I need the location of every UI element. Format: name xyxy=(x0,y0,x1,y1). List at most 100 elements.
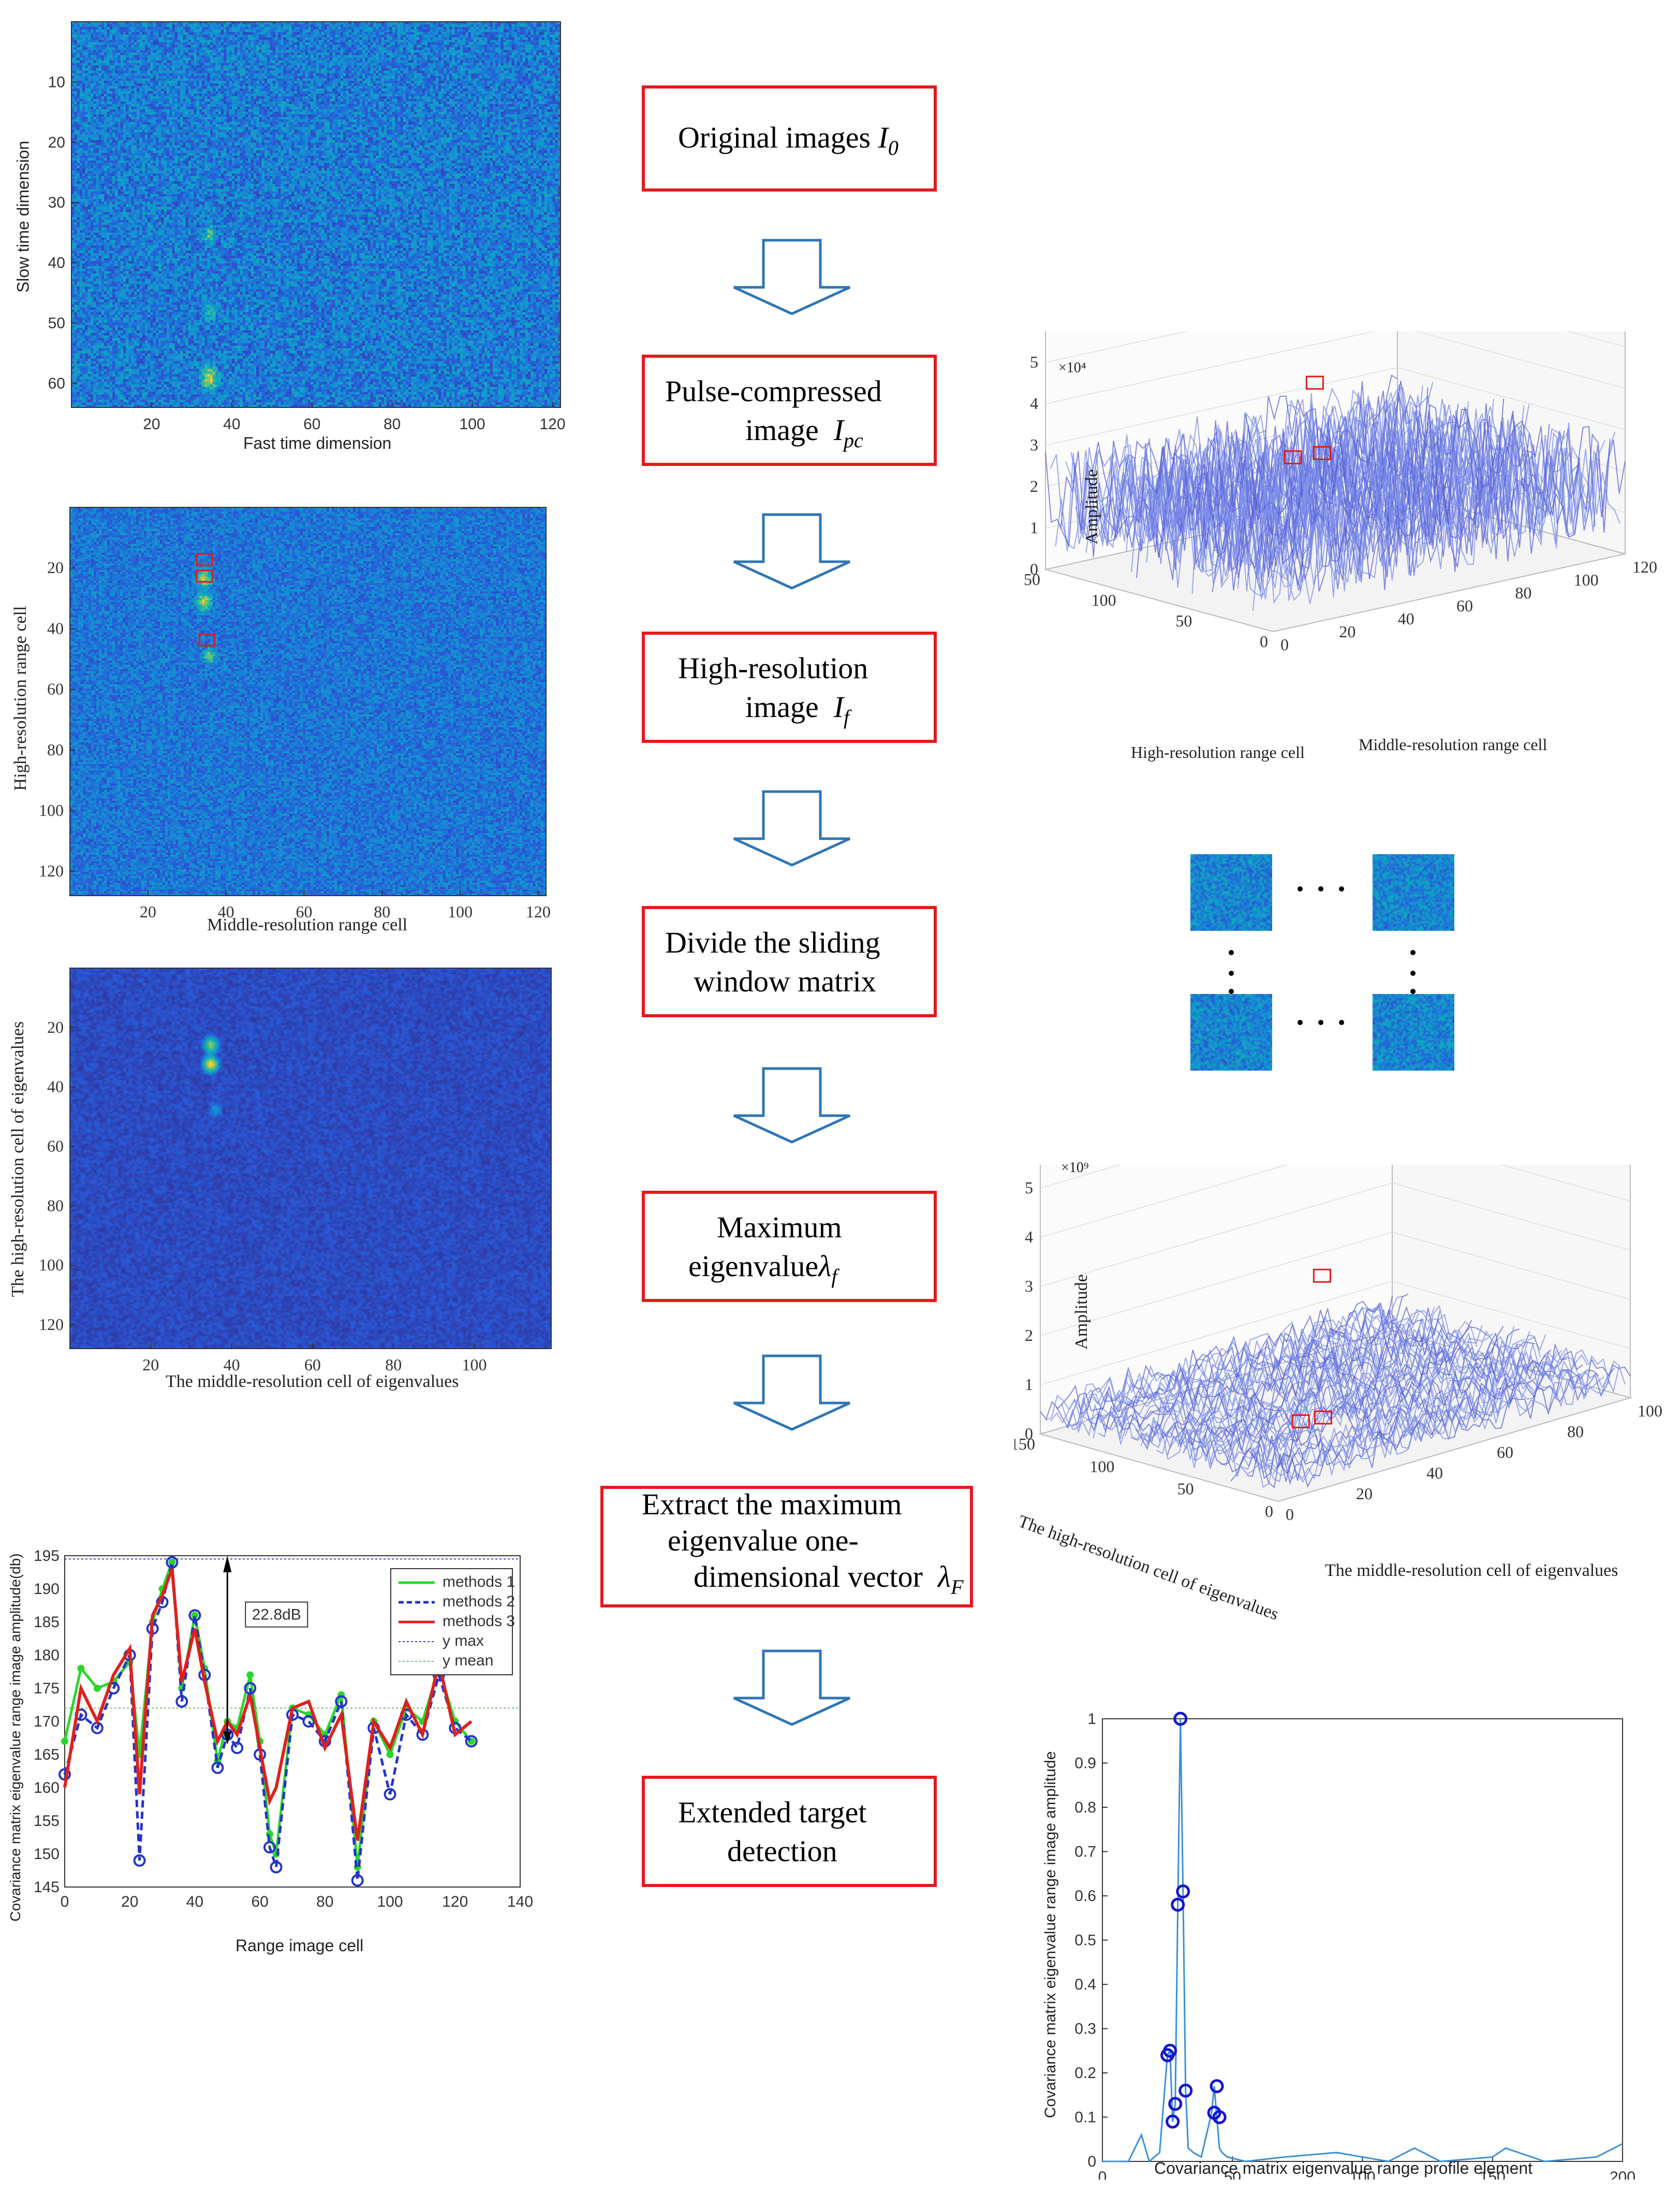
z-tick-label: 1 xyxy=(1025,1375,1033,1394)
x-tick-label: 60 xyxy=(251,1893,268,1910)
heatmap1-ylabel: Slow time dimension xyxy=(13,140,33,293)
surface-line xyxy=(1247,447,1601,601)
y-tick-label: 190 xyxy=(34,1581,60,1598)
peak-marker xyxy=(1305,375,1324,390)
x-tick-label: 40 xyxy=(186,1893,203,1910)
grid-line xyxy=(1040,1165,1631,1238)
data-point xyxy=(77,1664,85,1672)
step-line: eigenvalueλf xyxy=(688,1248,837,1295)
y-tick-label: 0.2 xyxy=(1074,2065,1096,2082)
heatmap1-xlabel: Fast time dimension xyxy=(243,434,392,452)
step-text: Extract the maximum xyxy=(642,1487,902,1521)
arrow-head-icon xyxy=(223,1731,232,1745)
surface-line xyxy=(1241,1354,1594,1475)
grid-line xyxy=(1045,331,1626,404)
arrow-head-icon xyxy=(223,1556,232,1572)
x-tick-label: 0 xyxy=(1098,2169,1107,2180)
subscript: pc xyxy=(844,429,863,452)
down-arrow-icon xyxy=(733,239,851,315)
tick-label: 100 xyxy=(462,1355,487,1374)
legend-label: methods 2 xyxy=(443,1593,515,1610)
left-tick-label: 50 xyxy=(1177,1480,1194,1498)
y-tick-label: 170 xyxy=(34,1713,60,1730)
data-point xyxy=(61,1737,68,1745)
down-arrow-icon xyxy=(733,1067,851,1144)
surface-line xyxy=(1225,1350,1578,1477)
z-tick-label: 0 xyxy=(1025,1424,1033,1443)
surface-plot-pulse-compressed: 01234567150100500020406080100120 xyxy=(1025,331,1657,654)
surface-line xyxy=(1246,1369,1599,1480)
x-tick-label: 50 xyxy=(1224,2169,1241,2180)
peak-marker xyxy=(1284,450,1302,464)
annotation-box xyxy=(245,1601,308,1628)
tick-label: 60 xyxy=(47,680,64,698)
detection-point xyxy=(1163,2043,1177,2058)
subscript: f xyxy=(844,706,850,729)
ellipsis-dots xyxy=(1229,886,1416,1025)
tick-label: 100 xyxy=(39,801,64,820)
tick-label: 60 xyxy=(48,375,65,392)
heatmap2-xlabel: Middle-resolution range cell xyxy=(207,915,408,934)
heatmap1-yticks: 10 20 30 40 50 60 xyxy=(48,74,77,392)
surface-line xyxy=(1124,1321,1478,1443)
detection-point xyxy=(1210,2079,1224,2094)
tick-label: 120 xyxy=(39,1315,64,1334)
step-text: Maximum xyxy=(717,1210,842,1244)
y-tick-label: 180 xyxy=(34,1647,60,1664)
data-point xyxy=(168,1558,176,1566)
step-text: image xyxy=(745,413,819,447)
data-point xyxy=(188,1609,201,1622)
detection-point xyxy=(1171,1897,1185,1912)
data-point xyxy=(465,1735,478,1748)
surface-line xyxy=(1209,1334,1562,1466)
subscript: F xyxy=(951,1575,964,1599)
tick-label: 120 xyxy=(39,861,64,880)
data-point xyxy=(133,1854,146,1867)
x-tick-label: 140 xyxy=(507,1893,533,1910)
y-tick-label: 195 xyxy=(34,1547,60,1565)
surface2-rightlabel: The middle-resolution cell of eigenvalue… xyxy=(1325,1561,1618,1580)
step-text: image xyxy=(745,690,819,724)
y-tick-label: 160 xyxy=(34,1779,60,1796)
tick-label: 20 xyxy=(142,1355,159,1374)
y-tick-label: 155 xyxy=(34,1812,60,1830)
step-text: window matrix xyxy=(694,964,876,998)
data-point xyxy=(191,1612,199,1619)
peak-marker xyxy=(1291,1414,1310,1428)
surface2-zlabel: Amplitude xyxy=(1072,1274,1091,1350)
step-text: High-resolution xyxy=(678,651,868,685)
peak-marker xyxy=(1313,446,1331,460)
detection-point xyxy=(1166,2114,1180,2129)
surface1-zlabel: Amplitude xyxy=(1082,469,1101,545)
target-marker xyxy=(196,569,213,583)
y-tick-label: 0.6 xyxy=(1074,1888,1096,1905)
x-tick-label: 100 xyxy=(377,1893,403,1910)
data-point xyxy=(175,1695,188,1708)
data-point xyxy=(231,1742,244,1755)
surface-line xyxy=(1140,1333,1493,1449)
legend-label: methods 3 xyxy=(443,1613,515,1630)
tick-label: 20 xyxy=(48,134,65,151)
surface-line xyxy=(1045,1306,1398,1421)
step-original-images xyxy=(642,85,937,192)
series-line-2 xyxy=(63,1562,473,1881)
data-point xyxy=(302,1715,315,1728)
down-arrow-icon xyxy=(733,790,851,867)
grid-line xyxy=(1045,331,1626,363)
x-tick-label: 80 xyxy=(316,1893,333,1910)
z-tick-label: 5 xyxy=(1030,353,1038,371)
heatmap3-xlabel: The middle-resolution cell of eigenvalue… xyxy=(166,1372,459,1391)
surface-line xyxy=(1214,1310,1567,1472)
chart1-xlabel: Range image cell xyxy=(235,1936,364,1955)
symbol: I xyxy=(878,121,888,154)
surface-line xyxy=(1055,394,1408,552)
step-high-resolution xyxy=(642,632,937,743)
z-tick-label: 3 xyxy=(1025,1277,1033,1295)
data-point xyxy=(246,1671,254,1679)
surface-line xyxy=(1060,1309,1414,1430)
step-extract-vector xyxy=(600,1486,973,1607)
surface-line xyxy=(1070,384,1423,540)
surface-line xyxy=(1119,1320,1472,1436)
step-text: Original images xyxy=(678,121,871,154)
data-point xyxy=(244,1682,257,1694)
